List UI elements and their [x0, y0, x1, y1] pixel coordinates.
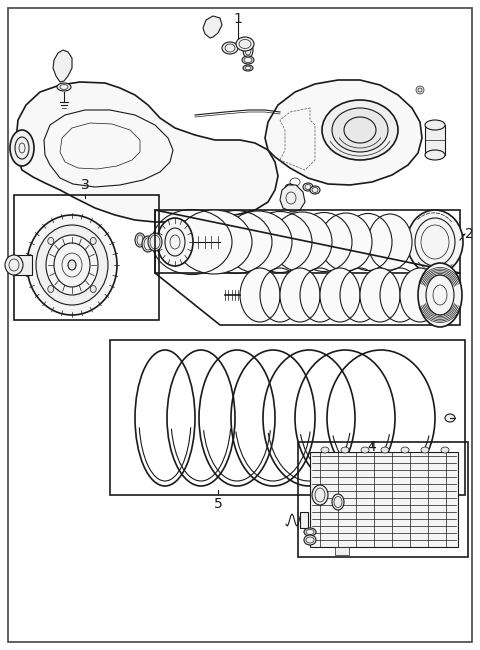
Bar	[335, 547, 349, 555]
Ellipse shape	[332, 494, 344, 510]
Ellipse shape	[445, 414, 455, 422]
Bar	[300, 512, 308, 528]
Text: 3: 3	[81, 178, 89, 192]
Ellipse shape	[236, 37, 254, 51]
Ellipse shape	[320, 268, 360, 322]
Polygon shape	[203, 16, 222, 38]
Ellipse shape	[368, 214, 412, 270]
Ellipse shape	[285, 184, 295, 192]
Ellipse shape	[441, 447, 449, 453]
Bar	[310, 452, 458, 547]
Ellipse shape	[27, 215, 117, 315]
Ellipse shape	[224, 211, 292, 273]
Ellipse shape	[304, 535, 316, 545]
Ellipse shape	[322, 100, 398, 160]
Ellipse shape	[425, 120, 445, 130]
Ellipse shape	[68, 260, 76, 270]
Polygon shape	[280, 185, 305, 212]
Ellipse shape	[135, 233, 145, 247]
Ellipse shape	[90, 237, 96, 244]
Ellipse shape	[407, 210, 463, 274]
Polygon shape	[265, 80, 422, 185]
Ellipse shape	[243, 42, 253, 58]
Ellipse shape	[341, 447, 349, 453]
Polygon shape	[16, 82, 278, 222]
Ellipse shape	[48, 285, 54, 293]
Text: 1: 1	[234, 12, 242, 26]
Ellipse shape	[36, 225, 108, 305]
Ellipse shape	[400, 268, 440, 322]
Ellipse shape	[418, 263, 462, 327]
Ellipse shape	[381, 447, 389, 453]
Bar	[298, 442, 468, 557]
Ellipse shape	[46, 235, 98, 295]
Text: 4: 4	[368, 440, 376, 454]
Ellipse shape	[222, 42, 238, 54]
Ellipse shape	[361, 447, 369, 453]
Ellipse shape	[242, 56, 254, 64]
Ellipse shape	[304, 528, 316, 536]
Text: 2: 2	[465, 227, 474, 241]
Ellipse shape	[157, 218, 193, 266]
Bar	[14, 195, 159, 320]
Ellipse shape	[243, 65, 253, 71]
Ellipse shape	[142, 236, 154, 252]
Ellipse shape	[240, 268, 280, 322]
Ellipse shape	[310, 186, 320, 194]
Bar	[425, 125, 445, 155]
Ellipse shape	[5, 255, 23, 275]
Ellipse shape	[272, 212, 332, 272]
Ellipse shape	[416, 86, 424, 94]
Ellipse shape	[10, 130, 34, 166]
Ellipse shape	[176, 210, 252, 274]
Ellipse shape	[321, 447, 329, 453]
Ellipse shape	[303, 183, 313, 191]
Bar	[110, 340, 465, 495]
Ellipse shape	[48, 237, 54, 244]
Ellipse shape	[90, 285, 96, 293]
Ellipse shape	[312, 485, 328, 505]
Ellipse shape	[280, 268, 320, 322]
Ellipse shape	[401, 447, 409, 453]
Ellipse shape	[320, 213, 372, 271]
Ellipse shape	[148, 233, 162, 251]
Ellipse shape	[425, 150, 445, 160]
Ellipse shape	[57, 83, 71, 91]
Bar	[14, 255, 32, 275]
Text: 5: 5	[214, 497, 222, 511]
Ellipse shape	[332, 108, 388, 152]
Ellipse shape	[421, 447, 429, 453]
Ellipse shape	[360, 268, 400, 322]
Polygon shape	[53, 50, 72, 82]
